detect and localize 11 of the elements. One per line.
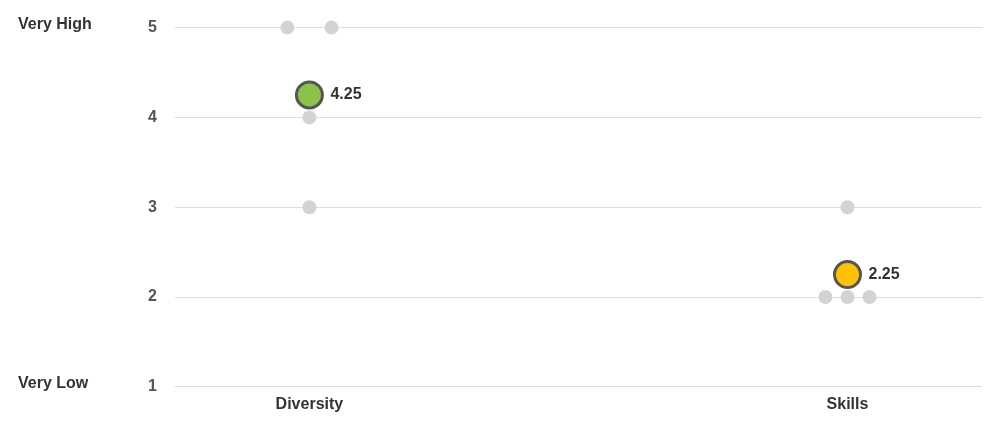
text: Very High bbox=[18, 15, 92, 33]
y-tick-label: 5 bbox=[147, 18, 157, 36]
data-label: 4.25 bbox=[330, 85, 362, 103]
y-tick-label: 3 bbox=[147, 197, 157, 215]
text: Very Low bbox=[18, 374, 89, 392]
data-label: 2.25 bbox=[868, 264, 900, 282]
x-tick-label: Skills bbox=[826, 394, 869, 412]
y-tick-label: 4 bbox=[147, 107, 157, 125]
y-tick-label: 1 bbox=[147, 377, 157, 395]
x-tick-label: Diversity bbox=[275, 394, 344, 412]
y-tick-label: 2 bbox=[147, 287, 157, 305]
